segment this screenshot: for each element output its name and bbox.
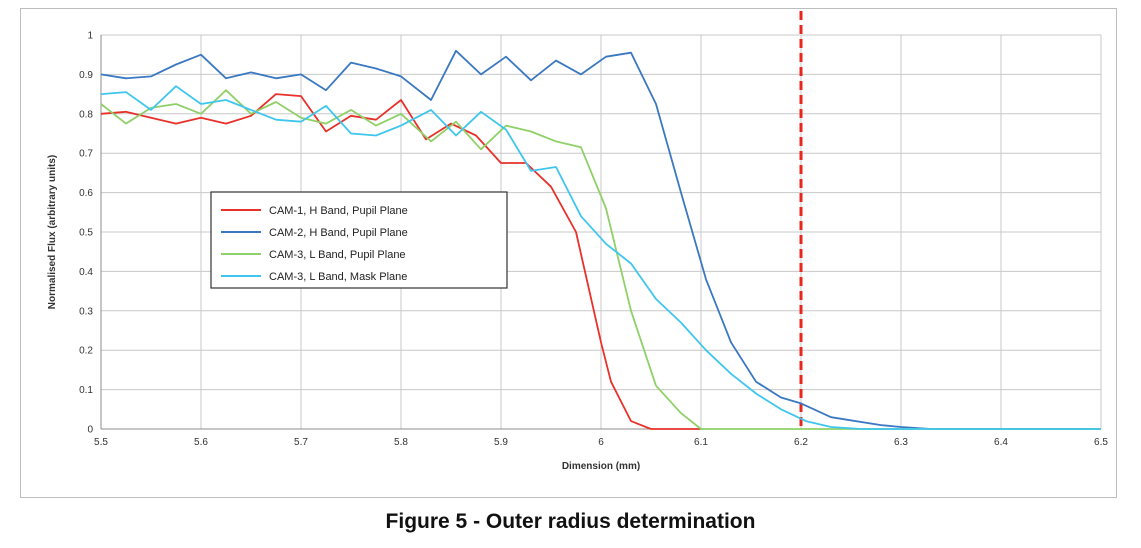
legend: CAM-1, H Band, Pupil Plane CAM-2, H Band,… xyxy=(210,191,508,289)
x-tick-label: 5.5 xyxy=(94,437,108,448)
y-tick-label: 0.7 xyxy=(79,149,93,160)
series-line-2 xyxy=(100,49,1101,430)
x-axis-title: Dimension (mm) xyxy=(562,461,640,472)
y-tick-label: 0.9 xyxy=(79,70,93,81)
tick-labels: 5.5 5.6 5.7 5.8 5.9 6 6.1 6.2 6.3 6.4 6.5 0 0.1 0.2 0.… xyxy=(79,31,1108,449)
y-tick-label: 0.1 xyxy=(79,385,93,396)
y-axis-title: Normalised Flux (arbitrary units) xyxy=(47,155,58,309)
series-line-1 xyxy=(100,93,701,430)
legend-label: CAM-3, L Band, Mask Plane xyxy=(269,271,407,283)
x-tick-label: 5.8 xyxy=(394,437,408,448)
line-chart: 5.5 5.6 5.7 5.8 5.9 6 6.1 6.2 6.3 6.4 6.5 0 0.1 0.2 0.… xyxy=(47,11,1108,472)
y-tick-label: 1 xyxy=(87,31,93,42)
series-line-4 xyxy=(100,85,1101,430)
x-tick-label: 6.4 xyxy=(994,437,1008,448)
x-tick-label: 6 xyxy=(598,437,604,448)
x-tick-label: 6.2 xyxy=(794,437,808,448)
figure-caption: Figure 5 - Outer radius determination xyxy=(385,510,756,533)
y-tick-label: 0.3 xyxy=(79,306,93,317)
x-tick-label: 5.6 xyxy=(194,437,208,448)
legend-label: CAM-2, H Band, Pupil Plane xyxy=(269,227,408,239)
legend-label: CAM-3, L Band, Pupil Plane xyxy=(269,249,406,261)
x-tick-label: 6.5 xyxy=(1094,437,1108,448)
y-tick-label: 0 xyxy=(87,425,93,436)
x-tick-label: 5.9 xyxy=(494,437,508,448)
x-tick-label: 5.7 xyxy=(294,437,308,448)
y-tick-label: 0.5 xyxy=(79,228,93,239)
y-tick-label: 0.4 xyxy=(79,267,93,278)
legend-box xyxy=(210,191,508,289)
series-layer xyxy=(100,49,1101,430)
y-tick-label: 0.2 xyxy=(79,346,93,357)
legend-label: CAM-1, H Band, Pupil Plane xyxy=(269,205,408,217)
series-line-3 xyxy=(100,89,1101,430)
chart-frame: 5.5 5.6 5.7 5.8 5.9 6 6.1 6.2 6.3 6.4 6.5 0 0.1 0.2 0.… xyxy=(20,8,1117,498)
y-tick-label: 0.6 xyxy=(79,188,93,199)
y-tick-label: 0.8 xyxy=(79,109,93,120)
x-tick-label: 6.3 xyxy=(894,437,908,448)
x-tick-label: 6.1 xyxy=(694,437,708,448)
